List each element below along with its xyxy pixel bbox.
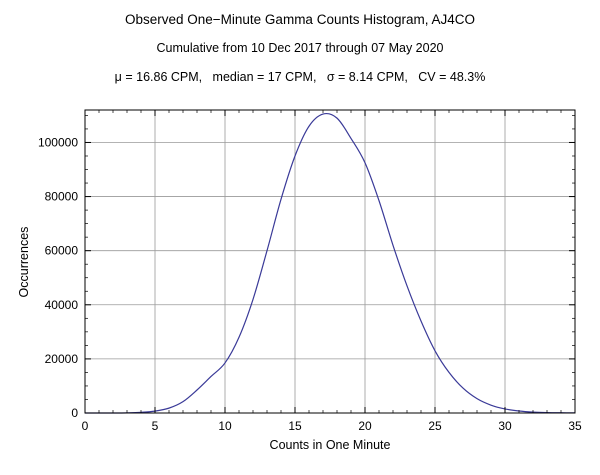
- chart-stats-annotation: μ = 16.86 CPM, median = 17 CPM, σ = 8.14…: [114, 70, 486, 84]
- y-tick-label: 100000: [38, 135, 78, 149]
- x-tick-label: 5: [152, 419, 159, 433]
- y-tick-label: 20000: [45, 352, 79, 366]
- y-tick-label: 80000: [45, 190, 79, 204]
- x-axis-label: Counts in One Minute: [269, 438, 391, 452]
- y-tick-label: 40000: [45, 298, 79, 312]
- x-tick-label: 20: [358, 419, 372, 433]
- x-tick-label: 0: [82, 419, 89, 433]
- y-axis-label: Occurrences: [17, 226, 31, 298]
- chart-subtitle: Cumulative from 10 Dec 2017 through 07 M…: [156, 41, 444, 55]
- y-tick-label: 60000: [45, 244, 79, 258]
- x-tick-label: 25: [428, 419, 442, 433]
- plot-frame: [84, 109, 576, 414]
- x-tick-label: 10: [218, 419, 232, 433]
- x-tick-label: 15: [288, 419, 302, 433]
- y-tick-label: 0: [71, 406, 78, 420]
- chart-title: Observed One−Minute Gamma Counts Histogr…: [124, 12, 476, 27]
- x-tick-label: 35: [568, 419, 582, 433]
- x-tick-label: 30: [498, 419, 512, 433]
- histogram-curve: [84, 112, 576, 414]
